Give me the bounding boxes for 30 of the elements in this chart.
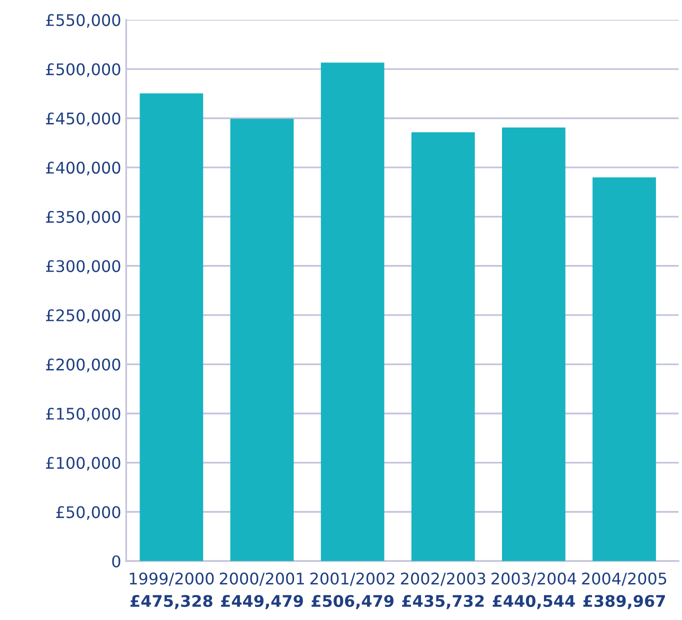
x-tick-label: 2001/2002 — [310, 572, 394, 586]
bar — [230, 118, 294, 562]
y-tick-label: £400,000 — [46, 162, 120, 176]
y-tick-label: £300,000 — [46, 260, 120, 274]
data-label: £506,479 — [312, 594, 394, 610]
data-label: £440,544 — [492, 594, 575, 610]
x-tick-label: 1999/2000 — [130, 572, 214, 586]
bar — [320, 62, 384, 562]
y-tick-label: £500,000 — [46, 63, 120, 77]
data-label: £449,479 — [221, 594, 303, 610]
y-tick-label: £200,000 — [46, 358, 120, 372]
bar — [502, 128, 566, 562]
y-tick-label: £450,000 — [46, 112, 120, 126]
y-tick-label: £250,000 — [46, 309, 120, 323]
bar — [140, 93, 204, 562]
x-tick-label: 2004/2005 — [582, 572, 666, 586]
x-tick-label: 2003/2004 — [492, 572, 576, 586]
y-tick-label: £150,000 — [46, 408, 120, 422]
data-label: £435,732 — [402, 594, 484, 610]
data-label: £475,328 — [130, 594, 212, 610]
bar — [592, 177, 656, 562]
x-tick-label: 2002/2003 — [400, 572, 486, 586]
y-tick-label: £50,000 — [56, 506, 120, 520]
y-tick-label: £550,000 — [46, 14, 120, 28]
y-tick-label: 0 — [112, 555, 120, 568]
data-label: £389,967 — [583, 594, 665, 610]
bar — [411, 132, 475, 562]
y-tick-label: £350,000 — [46, 210, 120, 225]
y-tick-label: £100,000 — [46, 456, 120, 471]
x-tick-label: 2000/2001 — [220, 572, 304, 586]
